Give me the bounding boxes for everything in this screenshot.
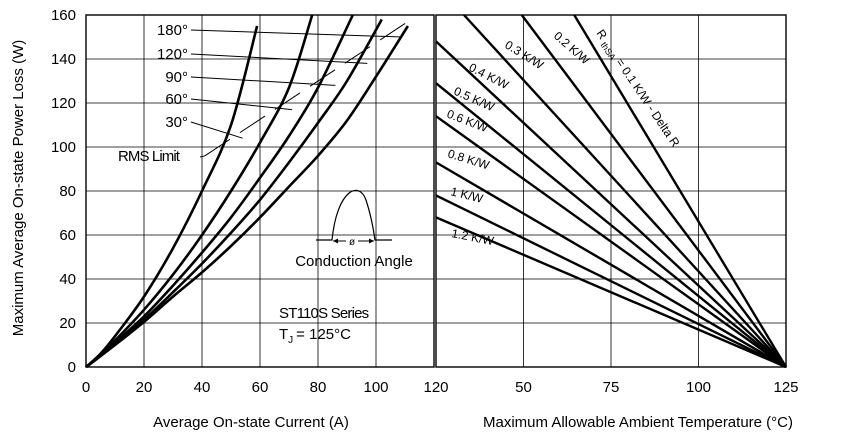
thermal-line-label: R thSA = 0.1 K/W - Delta R <box>592 27 683 151</box>
conduction-angle-arrowhead-right <box>369 238 374 244</box>
conduction-angle-label: Conduction Angle <box>295 253 413 270</box>
series-leader-line <box>190 76 336 86</box>
thermal-line-label: 0.3 K/W <box>502 38 546 73</box>
series-leader-line <box>190 53 368 64</box>
right-x-axis-label: Maximum Allowable Ambient Temperature (°… <box>483 414 793 431</box>
y-tick-label: 120 <box>51 95 76 112</box>
conduction-angle-inset: ø Conduction Angle <box>295 189 413 270</box>
thermal-line-0-3 <box>463 14 787 368</box>
curve-60deg <box>85 14 314 368</box>
series-label-30deg: 30° <box>165 114 188 131</box>
chart-annotations: 180° 120° 90° 60° 30° R thSA = 0.1 K/W - Delt… <box>157 21 683 248</box>
rms-limit-line <box>204 21 409 157</box>
right-panel-lines <box>435 14 788 369</box>
axis-tick-labels: 0 20 40 60 80 100 120 140 160 0 20 40 60 80 100 120 50 75… <box>51 7 799 396</box>
right-x-tick-label: 125 <box>773 379 798 396</box>
thermal-line-label: 1.2 K/W <box>450 226 495 248</box>
thermal-line-1 <box>435 194 787 369</box>
left-x-tick-label: 20 <box>136 379 153 396</box>
left-panel-curves <box>85 14 409 369</box>
right-panel-frame <box>435 14 787 368</box>
left-x-axis-label: Average On-state Current (A) <box>153 414 349 431</box>
tj-symbol: T <box>279 326 288 343</box>
y-tick-label: 20 <box>59 315 76 332</box>
y-tick-label: 0 <box>68 359 76 376</box>
right-x-tick-label: 100 <box>686 379 711 396</box>
left-x-tick-label: 100 <box>363 379 388 396</box>
junction-temperature-label: TJ = 125°C <box>279 326 351 346</box>
thermal-line-1-2 <box>435 216 787 369</box>
conduction-angle-arrowhead-left <box>333 238 338 244</box>
right-x-tick-label: 50 <box>515 379 532 396</box>
thermal-line-label: 0.6 K/W <box>445 107 490 136</box>
series-label-60deg: 60° <box>165 91 188 108</box>
conduction-angle-waveform <box>316 189 392 241</box>
left-x-tick-label: 40 <box>194 379 211 396</box>
series-label-180deg: 180° <box>157 22 188 39</box>
thermal-line-0-4 <box>435 40 787 368</box>
panel-frames <box>85 14 787 368</box>
rms-limit-leader <box>199 155 206 158</box>
series-leader-line <box>190 98 292 111</box>
thermal-line-0-8 <box>435 161 787 369</box>
y-tick-label: 140 <box>51 51 76 68</box>
thermal-line-0-2 <box>520 14 787 368</box>
left-x-tick-label: 120 <box>423 379 448 396</box>
rms-limit-label: RMS Limit <box>118 148 181 165</box>
left-panel-grid <box>85 14 435 368</box>
thermal-line-0-1 <box>573 14 788 368</box>
series-title: ST110S Series <box>279 305 369 322</box>
y-tick-label: 80 <box>59 183 76 200</box>
right-x-tick-label: 75 <box>603 379 620 396</box>
y-tick-label: 100 <box>51 139 76 156</box>
left-panel-frame <box>85 14 435 368</box>
thermal-line-0-6 <box>435 115 787 368</box>
left-x-tick-label: 60 <box>252 379 269 396</box>
series-leader-line <box>190 29 403 38</box>
series-leader-line <box>190 121 243 139</box>
tj-subscript: J <box>288 335 293 346</box>
left-x-tick-label: 0 <box>82 379 90 396</box>
thermal-line-0-5 <box>435 82 787 368</box>
series-label-120deg: 120° <box>157 46 188 63</box>
series-label-90deg: 90° <box>165 69 188 86</box>
y-axis-label: Maximum Average On-state Power Loss (W) <box>10 40 27 336</box>
tj-value: = 125°C <box>296 326 351 343</box>
y-tick-label: 160 <box>51 7 76 24</box>
curve-30deg <box>85 25 259 368</box>
y-tick-label: 60 <box>59 227 76 244</box>
y-tick-label: 40 <box>59 271 76 288</box>
left-x-tick-label: 80 <box>310 379 327 396</box>
conduction-angle-symbol: ø <box>349 237 355 248</box>
